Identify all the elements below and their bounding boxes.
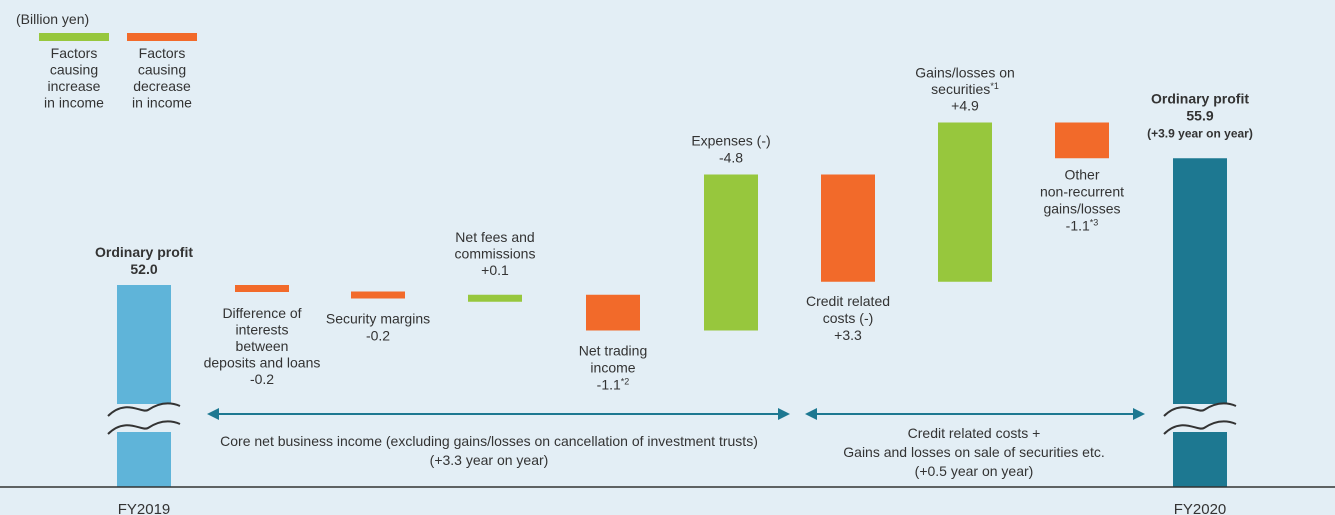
x-axis-label: FY2020 [1174, 501, 1227, 515]
bar-label-line: securities*1 [931, 81, 999, 97]
bar-label-line: gains/losses [1043, 200, 1120, 216]
bar-decrease [1055, 122, 1109, 159]
bar-label-line: Credit related [806, 293, 890, 309]
unit-label: (Billion yen) [16, 11, 89, 27]
bracket-label-core-line: (+3.3 year on year) [430, 452, 549, 468]
bar-label-line: -0.2 [366, 328, 390, 344]
bar-label-line: income [590, 360, 635, 376]
bar-label-line: Net fees and [455, 229, 534, 245]
bar-label-start-line: Ordinary profit [95, 244, 193, 260]
bar-label-line: Security margins [326, 311, 430, 327]
legend-label-increase-line: Factors [51, 45, 98, 61]
bracket-label-credit: Credit related costs + Gains and losses o… [843, 425, 1104, 479]
bar-label: Expenses (-)-4.8 [691, 133, 770, 166]
legend-label-decrease-line: Factors [139, 45, 186, 61]
bar-label-line: Expenses (-) [691, 133, 770, 149]
bar-label-line: +3.3 [834, 327, 862, 343]
bar-label-line: +0.1 [481, 262, 509, 278]
bar-decrease [351, 291, 405, 299]
bar-decrease [821, 174, 875, 282]
double-arrow-icon [207, 408, 790, 420]
x-axis-label: FY2019 [118, 501, 171, 515]
bar-label-line: Net trading [579, 343, 647, 359]
bar-decrease [235, 285, 289, 292]
legend-label-decrease-line: in income [132, 95, 192, 111]
bar-increase [468, 294, 522, 302]
bracket-label-credit-line: (+0.5 year on year) [915, 463, 1034, 479]
bar-increase [704, 174, 758, 331]
bar-label-line: -1.1*3 [1066, 217, 1099, 233]
bar-label-end-line: 55.9 [1186, 107, 1213, 123]
bar-label: Security margins-0.2 [326, 311, 430, 344]
bar-increase [938, 122, 992, 282]
axis-break-icon [107, 402, 181, 435]
bracket-label-credit-line: Credit related costs + [908, 425, 1041, 441]
bar-label-line: -1.1*2 [597, 377, 630, 393]
bar-label-line: Other [1064, 166, 1099, 182]
bar-label-line: commissions [455, 245, 536, 261]
bar-total-start [117, 285, 171, 487]
bar-label-line: -0.2 [250, 371, 274, 387]
axis-break-icon [1163, 402, 1237, 435]
bracket-label-credit-line: Gains and losses on sale of securities e… [843, 444, 1104, 460]
bar-label-line: Gains/losses on [915, 65, 1015, 81]
legend-label-increase-line: causing [50, 62, 98, 78]
bar-label-line: non-recurrent [1040, 183, 1124, 199]
legend-label-decrease-line: decrease [133, 78, 191, 94]
legend-swatch-decrease [127, 33, 197, 41]
bar-label-line: interests [236, 322, 289, 338]
bar-label-line: costs (-) [823, 310, 874, 326]
bar-label-line: between [236, 338, 289, 354]
bar-decrease [586, 294, 640, 331]
legend-label-increase-line: increase [48, 78, 101, 94]
bar-label-start-line: 52.0 [130, 261, 157, 277]
double-arrow-icon [805, 408, 1145, 420]
legend-swatch-increase [39, 33, 109, 41]
bar-total-end [1173, 158, 1227, 487]
bar-label-line: Difference of [222, 305, 301, 321]
bar-label-line: deposits and loans [204, 355, 321, 371]
bar-label-end-line: Ordinary profit [1151, 90, 1249, 106]
brackets: Core net business income (excluding gain… [207, 408, 1145, 479]
bracket-label-core-line: Core net business income (excluding gain… [220, 433, 758, 449]
legend-label-decrease-line: causing [138, 62, 186, 78]
legend-label-increase-line: in income [44, 95, 104, 111]
bar-label-line: +4.9 [951, 98, 979, 114]
bar-label-line: -4.8 [719, 150, 743, 166]
bracket-label-core: Core net business income (excluding gain… [220, 433, 758, 468]
bar-label-end-line: (+3.9 year on year) [1147, 126, 1253, 140]
